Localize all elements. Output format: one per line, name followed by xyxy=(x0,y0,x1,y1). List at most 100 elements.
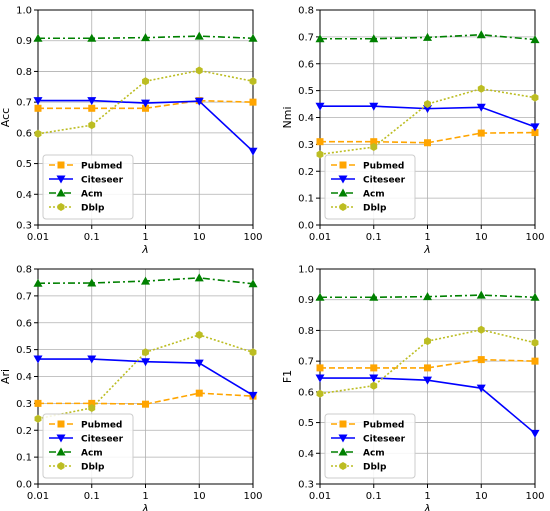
x-tick-label: 0.1 xyxy=(84,491,100,502)
y-axis-label: Nmi xyxy=(281,107,294,129)
series-citeseer xyxy=(33,355,258,400)
data-point xyxy=(141,33,150,42)
data-point xyxy=(423,376,432,385)
data-point xyxy=(370,364,378,372)
legend-label: Citeseer xyxy=(81,176,124,186)
x-axis-label: λ xyxy=(423,502,431,511)
x-tick-label: 1 xyxy=(142,491,148,502)
legend-label: Citeseer xyxy=(363,435,406,445)
y-tick-label: 0.3 xyxy=(298,140,314,151)
x-tick-label: 100 xyxy=(525,491,544,502)
y-tick-label: 0.2 xyxy=(298,167,314,178)
data-point xyxy=(87,278,97,287)
x-tick-label: 0.01 xyxy=(309,491,331,502)
data-point xyxy=(88,399,96,407)
y-tick-label: 0.1 xyxy=(16,453,32,464)
series-citeseer xyxy=(33,97,258,156)
data-point xyxy=(248,33,258,42)
y-tick-label: 0.7 xyxy=(16,291,32,302)
legend-box xyxy=(42,413,134,479)
y-axis-label: Ari xyxy=(0,369,12,384)
chart-panel-2: 0.01 0.1 1 10 100 0.0 0.1 0.2 0.3 0.4 0.5 0.6 0.7 0.8… xyxy=(281,6,545,257)
series-pubmed xyxy=(316,129,539,147)
series-citeseer xyxy=(315,102,540,132)
series-dblp xyxy=(34,330,257,423)
y-tick-label: 1.0 xyxy=(298,265,314,276)
data-point xyxy=(316,150,324,159)
legend-marker xyxy=(338,434,348,443)
series-acm xyxy=(315,290,540,301)
data-point xyxy=(87,355,97,364)
y-tick-label: 0.0 xyxy=(16,480,32,491)
data-point xyxy=(249,77,257,86)
legend-label: Pubmed xyxy=(81,162,122,172)
data-point xyxy=(249,98,257,106)
y-tick-label: 0.6 xyxy=(16,128,32,139)
x-tick-label: 10 xyxy=(193,232,206,243)
legend-label: Pubmed xyxy=(363,162,404,172)
x-tick-label: 1 xyxy=(424,491,430,502)
y-tick-label: 0.7 xyxy=(298,32,314,43)
data-point xyxy=(34,104,42,112)
data-point xyxy=(369,102,379,111)
legend-marker xyxy=(57,161,65,169)
x-tick-label: 100 xyxy=(243,491,262,502)
legend-marker xyxy=(338,447,348,456)
data-point xyxy=(248,147,258,156)
data-point xyxy=(531,357,539,365)
x-axis-label: λ xyxy=(141,502,149,511)
y-tick-label: 0.6 xyxy=(16,318,32,329)
data-point xyxy=(531,129,539,137)
data-point xyxy=(194,31,204,40)
x-tick-label: 1 xyxy=(142,232,148,243)
data-point xyxy=(530,292,540,301)
legend-label: Pubmed xyxy=(81,421,122,431)
series-acm xyxy=(315,30,540,44)
data-point xyxy=(369,34,379,43)
data-point xyxy=(194,273,204,282)
data-point xyxy=(33,97,43,106)
y-tick-label: 0.5 xyxy=(298,86,314,97)
data-point xyxy=(142,77,149,86)
data-point xyxy=(88,121,96,130)
data-point xyxy=(316,389,324,398)
data-point xyxy=(87,33,97,42)
x-tick-label: 0.01 xyxy=(27,232,49,243)
data-point xyxy=(316,138,324,146)
data-point xyxy=(142,348,149,357)
y-tick-label: 0.6 xyxy=(298,387,314,398)
y-tick-label: 0.4 xyxy=(298,113,314,124)
y-tick-label: 0.9 xyxy=(16,36,32,47)
data-point xyxy=(477,325,485,334)
y-tick-label: 0.9 xyxy=(298,295,314,306)
x-tick-label: 10 xyxy=(475,491,488,502)
y-tick-label: 0.4 xyxy=(16,190,32,201)
x-tick-label: 0.01 xyxy=(309,232,331,243)
data-point xyxy=(33,278,43,287)
x-tick-label: 100 xyxy=(525,232,544,243)
data-point xyxy=(476,290,486,299)
legend-label: Dblp xyxy=(363,204,387,214)
data-point xyxy=(194,359,204,368)
data-point xyxy=(34,414,42,423)
legend-marker xyxy=(338,188,348,197)
data-point xyxy=(423,32,432,41)
legend-box xyxy=(42,154,134,220)
data-point xyxy=(476,103,486,112)
data-point xyxy=(369,374,379,383)
legend-marker xyxy=(56,188,66,197)
data-point xyxy=(249,348,257,357)
data-point xyxy=(88,104,96,112)
data-point xyxy=(195,389,203,397)
series-dblp xyxy=(316,84,539,159)
data-point xyxy=(194,97,204,106)
data-point xyxy=(315,34,325,43)
legend-marker xyxy=(57,420,65,428)
data-point xyxy=(34,129,42,138)
data-point xyxy=(195,330,203,339)
x-axis-label: λ xyxy=(141,243,149,256)
y-axis-label: F1 xyxy=(281,370,294,383)
legend-marker xyxy=(338,175,348,184)
data-point xyxy=(530,429,540,438)
data-point xyxy=(370,138,378,146)
